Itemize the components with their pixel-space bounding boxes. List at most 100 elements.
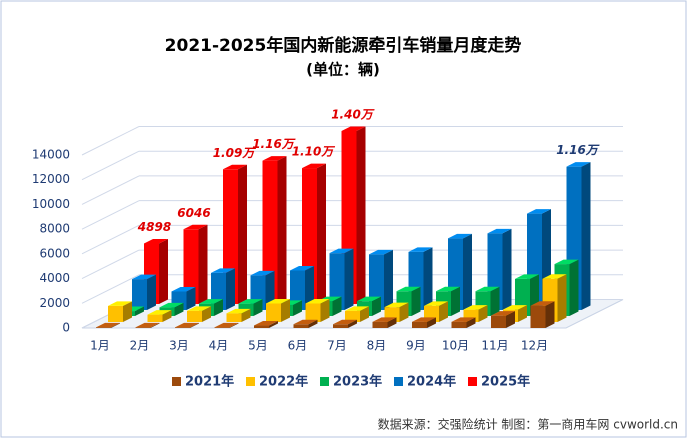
bar-side (226, 268, 235, 310)
bar-top (424, 301, 448, 306)
bar-top (293, 319, 318, 325)
bar-side (490, 286, 500, 316)
bar-top (183, 224, 208, 230)
bar-front (372, 321, 388, 328)
bar-front (345, 310, 360, 322)
x-tick-label: 2月 (130, 339, 150, 353)
bar (266, 298, 290, 322)
bar-side (198, 224, 208, 304)
bar-top (566, 162, 591, 167)
bar-side (190, 322, 199, 328)
legend-swatch (394, 377, 403, 386)
bar (333, 319, 357, 328)
bar-side (411, 286, 421, 316)
y-tick-label: 4000 (39, 271, 70, 285)
bar-side (557, 274, 567, 322)
bar (135, 322, 160, 328)
x-tick-label: 1月 (90, 339, 110, 353)
grid-line (81, 126, 140, 156)
bar-side (135, 306, 144, 316)
bar-top (463, 305, 488, 310)
bar-front (412, 321, 427, 328)
bar-top (96, 322, 120, 328)
bar-top (487, 228, 512, 234)
bar-top (491, 311, 515, 316)
bar-side (308, 319, 318, 328)
bar-front (226, 313, 242, 322)
bar-top (211, 268, 235, 273)
legend-label: 2021年 (185, 374, 234, 390)
value-label: 1.09万 (213, 146, 257, 160)
bar-top (159, 302, 184, 308)
y-tick-label: 12000 (32, 172, 70, 186)
bar-top (254, 321, 278, 326)
bar-side (466, 317, 476, 328)
grid-line (81, 150, 140, 181)
bar-side (229, 322, 239, 328)
bar (412, 317, 436, 328)
bar (369, 249, 393, 310)
bar (345, 306, 369, 322)
bar-side (478, 305, 488, 322)
bar-front (147, 314, 163, 322)
bar-top (369, 249, 393, 255)
bar-side (293, 300, 302, 316)
bar-front (132, 279, 147, 310)
bar (183, 224, 208, 304)
bar-side (360, 306, 369, 322)
bar (305, 298, 330, 322)
grid-line (81, 249, 140, 280)
x-tick-label: 10月 (442, 339, 469, 353)
bar-side (502, 228, 512, 310)
bar-top (530, 301, 555, 306)
bar-side (384, 249, 393, 310)
legend-swatch (468, 377, 477, 386)
bar-side (439, 301, 448, 322)
bar-side (150, 322, 160, 328)
bar-side (344, 248, 354, 310)
bar-side (162, 310, 172, 322)
bar-top (250, 270, 275, 276)
bar-side (387, 317, 397, 328)
bar-top (475, 286, 500, 292)
bar-top (214, 322, 239, 328)
x-tick-label: 6月 (288, 339, 308, 353)
grid-line (81, 175, 140, 205)
bar-top (223, 164, 247, 170)
source: 数据来源：交强险统计 制图：第一商用车网 cvworld.cn (378, 417, 678, 432)
bar-top (408, 247, 433, 252)
bar-side (111, 322, 120, 328)
bar (329, 248, 354, 310)
bar-top (412, 317, 436, 322)
bar-side (317, 163, 326, 304)
bar-side (253, 299, 263, 316)
x-tick-label: 7月 (327, 339, 347, 353)
bar-front (293, 324, 309, 328)
value-label: 1.16万 (556, 143, 600, 157)
bar-side (348, 319, 357, 328)
bar-side (463, 233, 472, 310)
bar-side (265, 270, 275, 310)
bar-top (554, 259, 579, 265)
bar-top (345, 306, 369, 311)
bar-front (266, 303, 281, 322)
bar-front (183, 229, 199, 304)
bar-front (451, 321, 467, 328)
bar (147, 310, 172, 322)
bar (132, 274, 156, 310)
bar-side (320, 298, 330, 322)
legend-swatch (320, 377, 329, 386)
bar-front (175, 327, 190, 328)
bar-top (187, 306, 211, 311)
bar-top (396, 286, 421, 292)
bar (372, 317, 397, 328)
bar (108, 301, 132, 322)
bar-front (254, 325, 269, 328)
bar-top (384, 302, 409, 308)
bar (451, 317, 476, 328)
bar-front (96, 327, 111, 328)
x-tick-label: 5月 (248, 339, 268, 353)
bar-top (436, 286, 460, 292)
bar-side (506, 311, 515, 328)
